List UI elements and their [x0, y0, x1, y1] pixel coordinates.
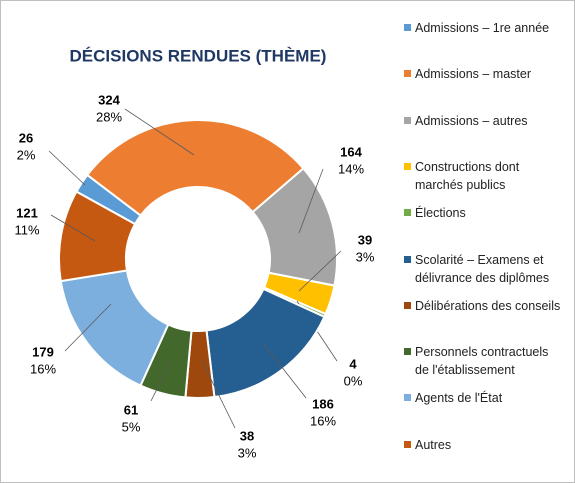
percent-label: 16%: [30, 361, 56, 376]
leader-line: [64, 303, 112, 352]
leader-line: [262, 342, 307, 399]
legend-swatch: [404, 116, 411, 124]
legend-item: Scolarité – Examens et délivrance des di…: [402, 251, 562, 287]
leader-line: [124, 108, 195, 156]
legend-label: Agents de l'État: [415, 391, 503, 406]
legend-item: Personnels contractuels de l'établisseme…: [402, 343, 562, 379]
percent-label: 14%: [338, 161, 364, 176]
leader-line: [150, 356, 174, 402]
value-label: 39: [358, 232, 372, 247]
percent-label: 11%: [14, 222, 39, 237]
legend-item: Constructions dont marchés publics: [402, 158, 562, 194]
legend-item: Admissions – 1re année: [402, 19, 562, 37]
legend-swatch: [404, 394, 411, 402]
value-label: 121: [16, 205, 38, 220]
percent-label: 2%: [17, 147, 36, 162]
legend-swatch: [404, 255, 411, 263]
legend-swatch: [404, 440, 411, 448]
value-label: 61: [124, 402, 138, 417]
percent-label: 3%: [356, 249, 375, 264]
legend-swatch: [404, 348, 411, 356]
leader-line: [50, 214, 96, 242]
percent-label: 28%: [96, 109, 122, 124]
legend-label: Scolarité – Examens et délivrance des di…: [415, 252, 550, 285]
leader-line: [298, 168, 324, 234]
value-label: 26: [19, 130, 33, 145]
legend-item: Délibérations des conseils: [402, 297, 562, 315]
legend-item: Admissions – master: [402, 65, 562, 83]
slice: [58, 190, 137, 283]
legend-label: Délibérations des conseils: [415, 298, 561, 313]
legend-swatch: [404, 301, 411, 309]
legend-label: Autres: [415, 437, 452, 452]
leader-line: [200, 358, 236, 429]
legend-label: Personnels contractuels de l'établisseme…: [415, 345, 549, 378]
legend-label: Admissions – 1re année: [415, 21, 550, 35]
value-label: 324: [98, 92, 120, 107]
legend-swatch: [404, 209, 411, 217]
percent-label: 0%: [344, 373, 363, 388]
legend-label: Constructions dont marchés publics: [415, 159, 520, 192]
leader-line: [298, 250, 342, 292]
leader-line: [48, 150, 86, 186]
legend-label: Admissions – master: [415, 67, 532, 82]
value-label: 179: [32, 344, 54, 359]
slice: [85, 119, 305, 217]
value-label: 38: [240, 428, 254, 443]
donut-area: DÉCISIONS RENDUES (THÈME) 26 2% 324 28% 164 1…: [14, 46, 375, 460]
legend-swatch: [404, 162, 411, 170]
value-label: 186: [312, 396, 334, 411]
percent-label: 16%: [310, 413, 336, 428]
legend-item: Agents de l'État: [402, 389, 562, 407]
value-label: 164: [340, 144, 362, 159]
legend-item: Admissions – autres: [402, 112, 562, 130]
legend-label: Élections: [415, 206, 466, 221]
legend-item: Élections: [402, 204, 562, 222]
legend-swatch: [404, 24, 411, 31]
legend-label: Admissions – autres: [415, 113, 528, 128]
legend-swatch: [404, 70, 411, 78]
legend-item: Autres: [402, 436, 562, 454]
chart-title: DÉCISIONS RENDUES (THÈME): [70, 46, 327, 65]
percent-label: 5%: [122, 419, 141, 434]
percent-label: 3%: [238, 445, 257, 460]
value-label: 4: [349, 356, 357, 371]
